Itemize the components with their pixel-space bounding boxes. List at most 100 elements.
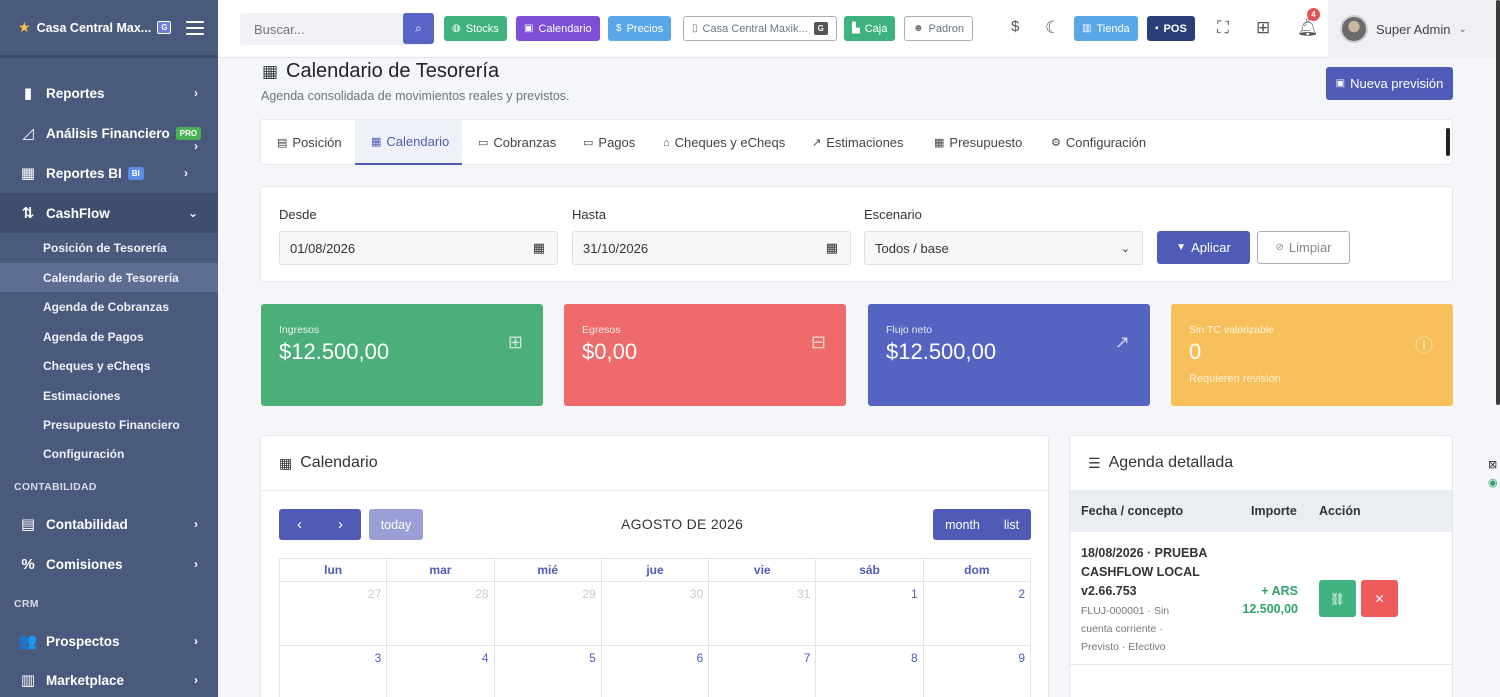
sidebar-item-analisis[interactable]: ◿ Análisis Financiero PRO › [0, 113, 218, 153]
day-cell[interactable]: 1 [815, 581, 924, 646]
sidebar-item-reportes[interactable]: ▮ Reportes › [0, 73, 218, 113]
sidebar-item-marketplace[interactable]: ▥ Marketplace › [0, 660, 218, 697]
pos-button[interactable]: ▪ POS [1147, 16, 1195, 41]
sidebar-sub-estimaciones[interactable]: Estimaciones [43, 388, 121, 403]
day-cell[interactable]: 30 [600, 581, 710, 646]
chat-icon[interactable]: ◉ [1488, 477, 1498, 489]
day-cell[interactable]: 29 [493, 581, 602, 646]
calendar-icon: ▦ [262, 62, 279, 81]
agenda-row-meta: FLUJ-000001 · Sin cuenta corriente · Pre… [1081, 605, 1170, 653]
tab-presupuesto[interactable]: ▦ Presupuesto [918, 120, 1038, 165]
branch-selector[interactable]: ▯ Casa Central Maxik... G [683, 16, 837, 41]
tab-cheques[interactable]: ⌂ Cheques y eCheqs [647, 120, 801, 165]
prev-month-button[interactable]: ‹ [279, 509, 320, 540]
today-button[interactable]: today [369, 509, 423, 540]
area-chart-icon: ◿ [22, 125, 34, 142]
sidebar-item-prospectos[interactable]: 👥 Prospectos › [0, 621, 218, 661]
day-cell[interactable]: 3 [278, 645, 388, 697]
tab-posicion[interactable]: ▤ Posición [261, 120, 358, 165]
sidebar-sub-calendario[interactable]: Calendario de Tesorería [0, 263, 218, 292]
tab-label: Calendario [386, 134, 450, 149]
tab-cobranzas[interactable]: ▭ Cobranzas [462, 120, 572, 165]
sidebar-sub-presupuesto[interactable]: Presupuesto Financiero [43, 417, 180, 432]
next-month-button[interactable]: › [320, 509, 361, 540]
delete-button[interactable]: ✕ [1361, 580, 1398, 617]
precios-button[interactable]: $ Precios [608, 16, 672, 41]
moon-icon[interactable]: ☾ [1045, 18, 1061, 37]
col-importe: Importe [1251, 504, 1297, 518]
sidebar-sub-cheques[interactable]: Cheques y eCheqs [43, 358, 151, 373]
tienda-button[interactable]: ▥ Tienda [1074, 16, 1138, 41]
tab-estimaciones[interactable]: ↗ Estimaciones [796, 120, 920, 165]
calendario-button[interactable]: ▣ Calendario [516, 16, 600, 41]
page-scrollbar[interactable] [1496, 0, 1500, 405]
sidebar-item-cashflow[interactable]: ⇅ CashFlow ⌄ [0, 193, 218, 233]
tab-pagos[interactable]: ▭ Pagos [567, 120, 651, 165]
tab-calendario[interactable]: ▦ Calendario [355, 120, 462, 165]
apply-button[interactable]: ▼ Aplicar [1157, 231, 1250, 264]
stocks-button[interactable]: ◍ Stocks [444, 16, 507, 41]
tabs-scrollbar[interactable] [1446, 128, 1450, 156]
stat-flujo-neto: Flujo neto $12.500,00 ↗ [868, 304, 1150, 406]
escenario-select[interactable]: Todos / base ⌄ [864, 231, 1143, 265]
day-cell[interactable]: 27 [278, 581, 388, 646]
dollar-icon[interactable]: $ [1011, 18, 1020, 35]
day-cell[interactable]: 8 [815, 645, 924, 697]
sidebar-sub-cobranzas[interactable]: Agenda de Cobranzas [43, 299, 170, 314]
month-view-button[interactable]: month [933, 509, 992, 540]
user-menu[interactable]: Super Admin ⌄ [1328, 0, 1500, 58]
bell-icon[interactable]: 🔔︎ [1297, 18, 1319, 37]
sidebar-sub-pagos[interactable]: Agenda de Pagos [43, 329, 144, 344]
sidebar-sub-configuracion[interactable]: Configuración [43, 446, 125, 461]
day-cell[interactable]: 7 [708, 645, 817, 697]
user-name: Super Admin [1376, 21, 1451, 37]
weekday-header: vie [708, 558, 817, 582]
chevron-right-icon: › [194, 517, 198, 531]
sidebar-item-label: Marketplace [46, 672, 125, 688]
col-accion: Acción [1319, 504, 1361, 518]
hamburger-menu-icon[interactable] [186, 20, 204, 35]
tienda-label: Tienda [1096, 22, 1130, 35]
close-icon[interactable]: ⊠ [1488, 459, 1498, 471]
sidebar-item-contabilidad[interactable]: ▤ Contabilidad › [0, 504, 218, 544]
hasta-date-input[interactable]: 31/10/2026 ▦ [572, 231, 851, 265]
tab-label: Pagos [598, 135, 636, 150]
day-cell[interactable]: 2 [922, 581, 1032, 646]
list-view-button[interactable]: list [992, 509, 1031, 540]
sidebar-brand[interactable]: ★ Casa Central Max... G [0, 0, 218, 58]
clear-button[interactable]: ⊘ Limpiar [1257, 231, 1350, 264]
day-cell[interactable]: 6 [600, 645, 710, 697]
agenda-row-amount: + ARS 12.500,00 [1242, 582, 1298, 618]
link-button[interactable]: ⛓ [1319, 580, 1356, 617]
day-cell[interactable]: 5 [493, 645, 602, 697]
fullscreen-icon[interactable]: ⛶ [1217, 18, 1229, 37]
link-icon: ⛓ [1329, 591, 1346, 606]
desde-date-input[interactable]: 01/08/2026 ▦ [279, 231, 558, 265]
new-forecast-button[interactable]: ▣ Nueva previsión [1326, 67, 1453, 100]
pro-badge: PRO [175, 126, 202, 140]
search-button[interactable]: ⌕ [403, 13, 434, 44]
filters-card: Desde 01/08/2026 ▦ Hasta 31/10/2026 ▦ Esce… [260, 186, 1453, 282]
day-cell[interactable]: 9 [922, 645, 1032, 697]
day-cell[interactable]: 31 [708, 581, 817, 646]
sidebar-sub-posicion[interactable]: Posición de Tesorería [43, 240, 167, 255]
calendar-grid: lun mar mié jue vie sáb dom 27 28 29 30 … [278, 558, 1032, 697]
agenda-card-header: ☰ Agenda detallada [1070, 436, 1452, 491]
money-minus-icon: ⊟ [810, 332, 826, 352]
page-subtitle: Agenda consolidada de movimientos reales… [261, 89, 570, 103]
avatar [1340, 15, 1368, 43]
page-title: Calendario de Tesorería [286, 60, 500, 82]
apps-grid-icon[interactable]: ⊞ [1256, 18, 1271, 37]
padron-button[interactable]: ☻ Padron [904, 16, 974, 41]
sidebar-item-comisiones[interactable]: % Comisiones › [0, 544, 218, 584]
chevron-right-icon: › [194, 557, 198, 571]
precios-label: Precios [626, 22, 664, 35]
sidebar-item-reportes-bi[interactable]: ▦ Reportes BI BI › [0, 153, 218, 193]
tab-configuracion[interactable]: ⚙ Configuración [1035, 120, 1162, 165]
search-input[interactable] [240, 13, 430, 45]
caja-button[interactable]: ▙ Caja [844, 16, 896, 41]
day-cell[interactable]: 4 [386, 645, 495, 697]
table-row: 18/08/2026 · PRUEBA CASHFLOW LOCAL v2.66… [1070, 532, 1452, 665]
brand-badge: G [157, 21, 172, 34]
day-cell[interactable]: 28 [386, 581, 495, 646]
